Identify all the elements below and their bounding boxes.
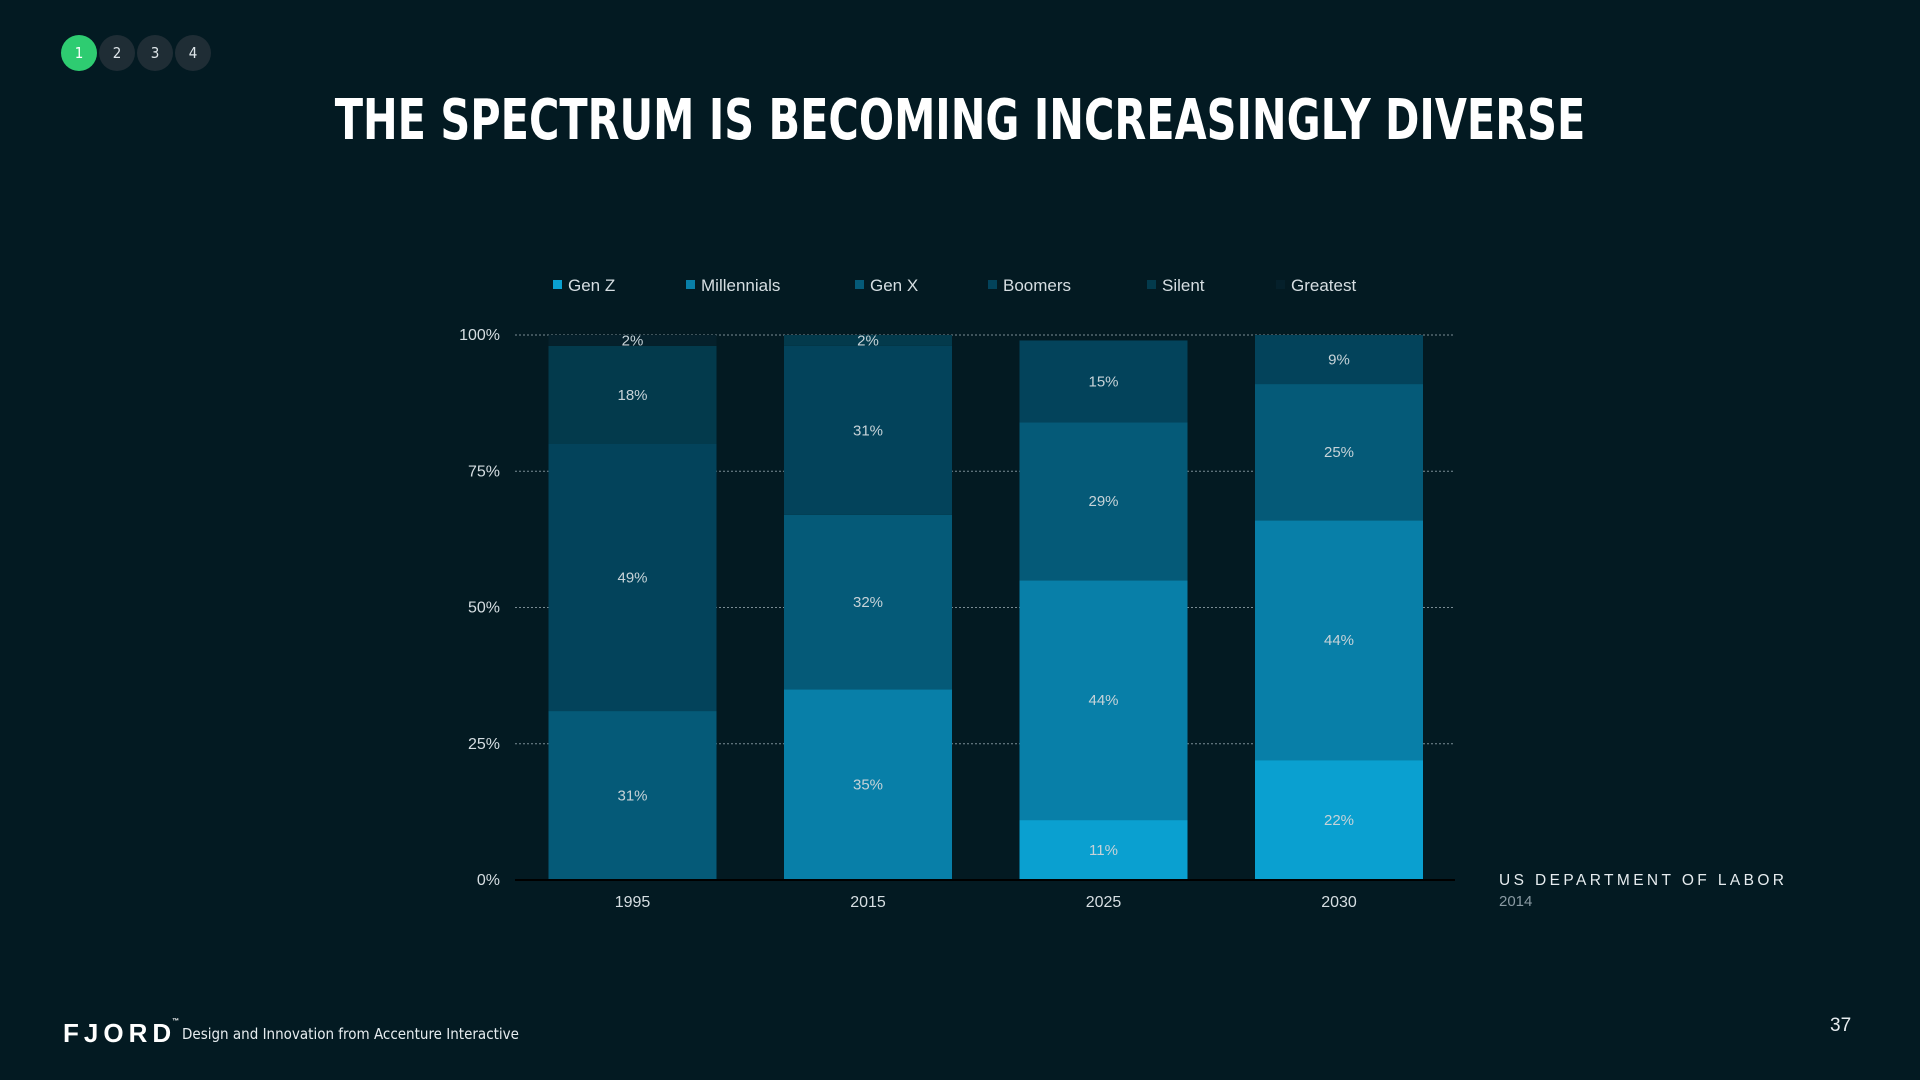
- data-label: 2%: [857, 332, 879, 349]
- bar-segment: [1019, 580, 1188, 821]
- source-year: 2014: [1499, 893, 1533, 910]
- data-label: 29%: [1088, 493, 1118, 510]
- bar-segment: [548, 335, 717, 346]
- legend-swatch: [1276, 280, 1285, 289]
- data-label: 35%: [853, 777, 883, 794]
- trademark-mark: ™: [172, 1018, 180, 1025]
- data-label: 32%: [853, 594, 883, 611]
- bar-segment: [784, 345, 952, 515]
- bar-segment: [1255, 760, 1423, 880]
- data-label: 25%: [1324, 444, 1354, 461]
- bar-segment: [1255, 520, 1423, 761]
- data-label: 31%: [617, 788, 647, 805]
- page-dot-2[interactable]: 2: [99, 35, 135, 71]
- legend-label: Silent: [1162, 276, 1205, 295]
- data-label: 18%: [617, 387, 647, 404]
- legend-swatch: [988, 280, 997, 289]
- data-label: 44%: [1324, 632, 1354, 649]
- bar-segment: [548, 711, 717, 880]
- fjord-logo: FJORD™: [63, 1018, 179, 1049]
- data-label: 2%: [622, 332, 644, 349]
- data-label: 11%: [1089, 842, 1118, 859]
- data-label: 15%: [1088, 373, 1118, 390]
- bar-segment: [1255, 384, 1423, 521]
- legend-label: Gen Z: [568, 276, 615, 295]
- bar-segment: [1255, 335, 1423, 385]
- bar-segment: [1019, 340, 1188, 423]
- bar-segment: [1019, 820, 1188, 880]
- x-tick-label: 2015: [850, 894, 886, 911]
- legend-swatch: [1147, 280, 1156, 289]
- data-label: 44%: [1088, 692, 1118, 709]
- y-tick-label: 75%: [468, 463, 500, 480]
- legend-label: Gen X: [870, 276, 918, 295]
- page-dot-1[interactable]: 1: [61, 35, 97, 71]
- y-tick-label: 0%: [477, 872, 500, 889]
- slide-title: THE SPECTRUM IS BECOMING INCREASINGLY DI…: [334, 88, 1586, 153]
- page-number: 37: [1830, 1015, 1852, 1036]
- source-label: US DEPARTMENT OF LABOR: [1499, 872, 1788, 889]
- legend-swatch: [855, 280, 864, 289]
- data-label: 31%: [853, 422, 883, 439]
- x-tick-label: 2025: [1086, 894, 1122, 911]
- x-tick-label: 1995: [615, 894, 651, 911]
- footer-tagline: Design and Innovation from Accenture Int…: [182, 1025, 519, 1043]
- legend-label: Millennials: [701, 276, 780, 295]
- bar-segment: [548, 345, 717, 444]
- bar-segment: [548, 444, 717, 712]
- data-label: 49%: [617, 570, 647, 587]
- y-tick-label: 25%: [468, 736, 500, 753]
- y-tick-label: 100%: [459, 327, 500, 344]
- data-label: 22%: [1324, 812, 1354, 829]
- y-tick-label: 50%: [468, 600, 500, 617]
- legend-swatch: [686, 280, 695, 289]
- legend-label: Boomers: [1003, 276, 1071, 295]
- x-tick-label: 2030: [1321, 894, 1357, 911]
- page-dot-4[interactable]: 4: [175, 35, 211, 71]
- brand-name: FJORD: [63, 1018, 177, 1048]
- bar-segment: [784, 689, 952, 880]
- data-label: 9%: [1328, 352, 1350, 369]
- bar-segment: [784, 514, 952, 690]
- page-dot-3[interactable]: 3: [137, 35, 173, 71]
- stacked-bar-chart: 0% 25% 50% 75% 100% 31% 49% 18% 2% 1995 35% 32% 31% 2…: [459, 276, 1455, 911]
- pagination: 1 2 3 4: [61, 35, 211, 71]
- bar-segment: [1019, 422, 1188, 581]
- legend-label: Greatest: [1291, 276, 1356, 295]
- bar-segment: [784, 335, 952, 346]
- legend-swatch: [553, 280, 562, 289]
